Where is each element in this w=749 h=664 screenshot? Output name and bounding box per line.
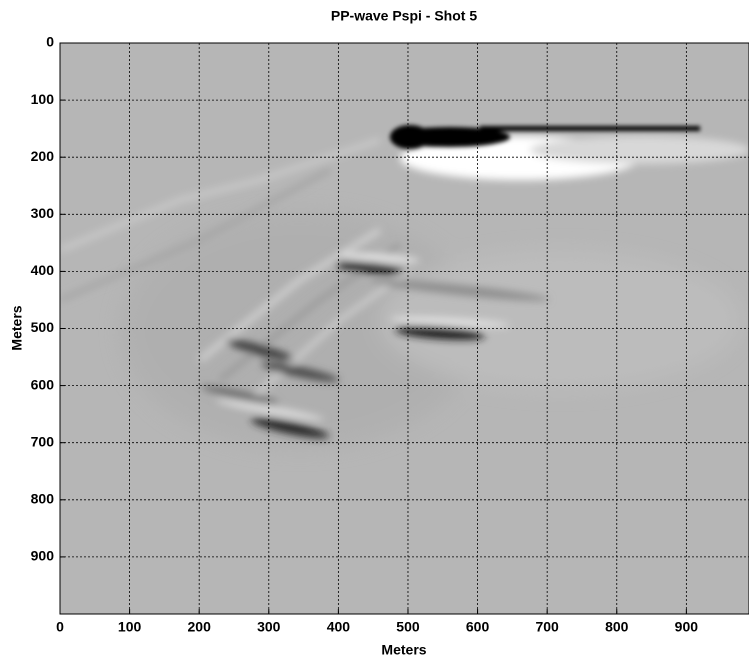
y-tick-label: 900 — [31, 548, 55, 564]
x-tick-label: 0 — [56, 619, 64, 635]
chart-title: PP-wave Pspi - Shot 5 — [331, 8, 477, 24]
y-tick-label: 200 — [31, 148, 55, 164]
seismic-image — [60, 43, 749, 614]
x-tick-label: 300 — [257, 619, 281, 635]
y-tick-label: 0 — [46, 34, 54, 50]
y-tick-label: 700 — [31, 433, 55, 449]
x-tick-label: 700 — [535, 619, 559, 635]
x-tick-label: 900 — [675, 619, 699, 635]
y-tick-label: 300 — [31, 205, 55, 221]
y-tick-label: 600 — [31, 376, 55, 392]
y-tick-label: 500 — [31, 319, 55, 335]
plot-frame — [59, 42, 749, 615]
y-tick-label: 400 — [31, 262, 55, 278]
y-tick-label: 100 — [31, 91, 55, 107]
x-tick-label: 600 — [466, 619, 490, 635]
y-axis-label: Meters — [9, 305, 25, 350]
x-axis-label: Meters — [381, 642, 426, 658]
x-tick-label: 400 — [327, 619, 351, 635]
x-tick-label: 500 — [396, 619, 420, 635]
x-tick-label: 200 — [188, 619, 212, 635]
y-tick-label: 800 — [31, 491, 55, 507]
x-tick-label: 800 — [605, 619, 629, 635]
axes: 0 100 200 300 400 500 600 700 800 900 0 100 200 300 40… — [31, 34, 749, 635]
x-tick-label: 100 — [118, 619, 142, 635]
